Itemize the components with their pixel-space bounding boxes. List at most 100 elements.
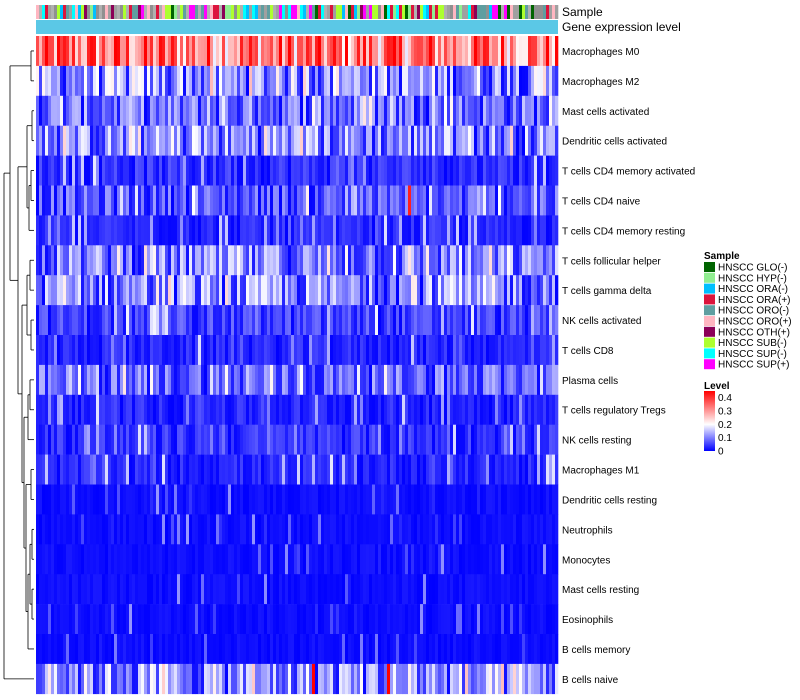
heatmap-cell xyxy=(195,394,199,425)
heatmap-cell xyxy=(552,544,556,575)
heatmap-cell xyxy=(75,185,79,216)
sample-annotation-cell xyxy=(546,5,550,19)
heatmap-cell xyxy=(300,65,304,97)
heatmap-cell xyxy=(288,604,292,635)
heatmap-cell xyxy=(327,454,331,485)
heatmap-cell xyxy=(270,65,274,97)
heatmap-cell xyxy=(402,484,406,515)
heatmap-cell xyxy=(90,335,94,366)
heatmap-cell xyxy=(501,335,505,366)
heatmap-cell xyxy=(213,364,217,396)
heatmap-cell xyxy=(453,185,457,216)
heatmap-cell xyxy=(252,36,256,67)
heatmap-cell xyxy=(285,484,289,515)
heatmap-cell xyxy=(489,574,493,605)
heatmap-cell xyxy=(510,663,514,695)
heatmap-cell xyxy=(261,604,265,635)
heatmap-cell xyxy=(150,125,154,156)
heatmap-cell xyxy=(528,544,532,575)
heatmap-cell xyxy=(363,215,367,246)
heatmap-cell xyxy=(483,454,487,485)
heatmap-cell xyxy=(204,36,208,67)
heatmap-cell xyxy=(60,155,64,186)
heatmap-cell xyxy=(177,394,181,425)
sample-legend-label: HNSCC ORA(-) xyxy=(718,284,788,295)
heatmap-cell xyxy=(285,663,289,695)
heatmap-cell xyxy=(411,125,415,156)
row-label: T cells CD4 memory resting xyxy=(562,226,685,237)
heatmap-cell xyxy=(276,574,280,605)
heatmap-cell xyxy=(348,604,352,635)
heatmap-cell xyxy=(63,95,67,126)
heatmap-cell xyxy=(513,36,517,67)
heatmap-cell xyxy=(129,634,133,665)
heatmap-cell xyxy=(390,155,394,186)
heatmap-cell xyxy=(168,663,172,695)
sample-annotation-cell xyxy=(381,5,385,19)
heatmap-cell xyxy=(336,185,340,216)
heatmap-cell xyxy=(72,245,76,276)
heatmap-cell xyxy=(411,36,415,67)
heatmap-cell xyxy=(303,155,307,186)
heatmap-cell xyxy=(381,36,385,67)
heatmap-cell xyxy=(465,514,469,545)
heatmap-cell xyxy=(525,185,529,216)
heatmap-cell xyxy=(210,663,214,695)
heatmap-cell xyxy=(543,155,547,186)
heatmap-cell xyxy=(81,663,85,695)
heatmap-cell xyxy=(189,424,193,455)
heatmap-cell xyxy=(204,484,208,515)
heatmap-cell xyxy=(57,275,61,306)
heatmap-cell xyxy=(333,215,337,246)
heatmap-cell xyxy=(555,155,559,186)
heatmap-cell xyxy=(108,65,112,97)
sample-legend-label: HNSCC GLO(-) xyxy=(718,263,787,274)
heatmap-cell xyxy=(180,305,184,336)
heatmap-cell xyxy=(207,634,211,665)
heatmap-cell xyxy=(402,634,406,665)
heatmap-cell xyxy=(495,514,499,545)
heatmap-cell xyxy=(249,36,253,67)
heatmap-cell xyxy=(186,634,190,665)
heatmap-cell xyxy=(258,335,262,366)
heatmap-cell xyxy=(153,335,157,366)
heatmap-cell xyxy=(102,185,106,216)
heatmap-cell xyxy=(279,514,283,545)
heatmap-cell xyxy=(510,95,514,126)
heatmap-cell xyxy=(342,65,346,97)
heatmap-cell xyxy=(159,514,163,545)
heatmap-cell xyxy=(252,185,256,216)
heatmap-cell xyxy=(249,663,253,695)
sample-annotation-cell xyxy=(348,5,352,19)
sample-annotation-cell xyxy=(522,5,526,19)
heatmap-cell xyxy=(414,634,418,665)
heatmap-cell xyxy=(102,604,106,635)
heatmap-cell xyxy=(78,65,82,97)
heatmap-cell xyxy=(483,335,487,366)
heatmap-cell xyxy=(519,484,523,515)
heatmap-cell xyxy=(330,36,334,67)
heatmap-cell xyxy=(381,65,385,97)
heatmap-cell xyxy=(96,305,100,336)
heatmap-cell xyxy=(279,125,283,156)
row-label: B cells memory xyxy=(562,645,630,656)
heatmap-cell xyxy=(192,394,196,425)
heatmap-cell xyxy=(261,65,265,97)
heatmap-cell xyxy=(516,185,520,216)
heatmap-cell xyxy=(501,95,505,126)
heatmap-cell xyxy=(369,663,373,695)
heatmap-cell xyxy=(504,215,508,246)
heatmap-cell xyxy=(312,604,316,635)
heatmap-cell xyxy=(435,604,439,635)
heatmap-cell xyxy=(258,36,262,67)
heatmap-cell xyxy=(456,604,460,635)
heatmap-cell xyxy=(153,185,157,216)
heatmap-cell xyxy=(345,215,349,246)
heatmap-cell xyxy=(351,394,355,425)
heatmap-cell xyxy=(405,215,409,246)
heatmap-cell xyxy=(453,65,457,97)
heatmap-cell xyxy=(396,394,400,425)
heatmap-cell xyxy=(549,245,553,276)
heatmap-cell xyxy=(51,544,55,575)
heatmap-cell xyxy=(225,125,229,156)
